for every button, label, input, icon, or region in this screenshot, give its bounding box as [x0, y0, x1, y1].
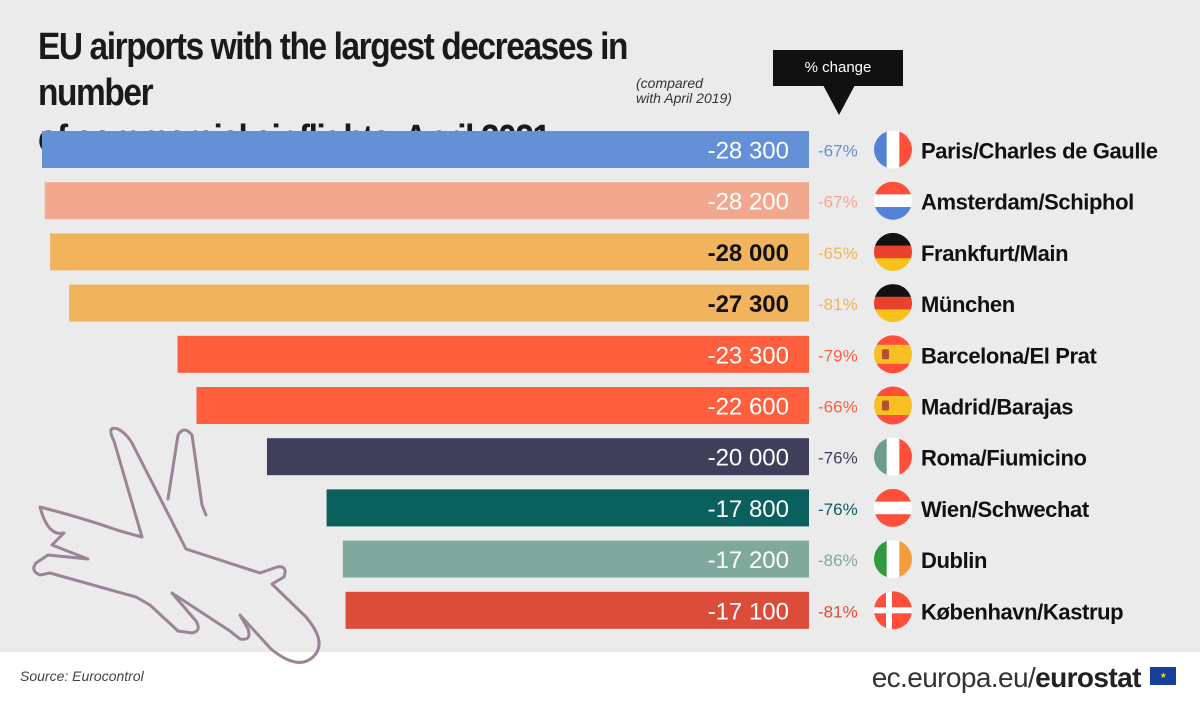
denmark-flag-icon — [874, 591, 912, 630]
bar-8 — [342, 540, 809, 578]
pct-label-2: -65% — [818, 244, 858, 263]
netherlands-flag-icon — [874, 181, 912, 220]
category-label-1: Amsterdam/Schiphol — [921, 190, 1134, 215]
category-label-6: Roma/Fiumicino — [921, 446, 1087, 471]
eu-flag-icon: ★ — [1150, 667, 1176, 685]
pct-label-6: -76% — [818, 449, 858, 468]
site-url: ec.europa.eu/ — [871, 662, 1036, 693]
germany-flag-icon — [874, 232, 912, 271]
category-label-2: Frankfurt/Main — [921, 241, 1068, 266]
pct-label-7: -76% — [818, 500, 858, 519]
pct-label-4: -79% — [818, 346, 858, 365]
value-label-6: -20 000 — [708, 445, 789, 472]
category-label-8: Dublin — [921, 548, 987, 573]
eurostat-brand[interactable]: ec.europa.eu/eurostat ★ — [872, 663, 1176, 693]
pct-label-3: -81% — [818, 295, 858, 314]
italy-flag-icon — [874, 437, 912, 476]
category-label-4: Barcelona/El Prat — [921, 343, 1097, 368]
bar-7 — [326, 489, 809, 527]
bar-4 — [177, 335, 809, 373]
category-label-0: Paris/Charles de Gaulle — [921, 139, 1158, 164]
value-label-2: -28 000 — [708, 240, 789, 267]
source-note: Source: Eurocontrol — [20, 668, 144, 684]
value-label-0: -28 300 — [708, 138, 789, 165]
spain-flag-icon — [874, 335, 912, 374]
pct-label-8: -86% — [818, 551, 858, 570]
value-label-5: -22 600 — [708, 394, 789, 421]
category-label-3: München — [921, 292, 1015, 317]
value-label-4: -23 300 — [708, 342, 789, 369]
category-label-5: Madrid/Barajas — [921, 395, 1073, 420]
comparison-note: (compared with April 2019) — [636, 76, 786, 106]
value-label-7: -17 800 — [708, 496, 789, 523]
spain-flag-icon — [874, 386, 912, 425]
comparison-note-line2: with April 2019) — [636, 90, 732, 106]
pct-change-pointer — [823, 85, 855, 115]
pct-label-1: -67% — [818, 193, 858, 212]
bar-2 — [50, 233, 810, 271]
bar-chart: -28 300 -67% Paris/Charles de Gaulle -28 20… — [42, 130, 1158, 630]
category-label-9: København/Kastrup — [921, 599, 1123, 624]
airplane-icon — [32, 426, 321, 664]
eu-flag-stars: ★ — [1159, 671, 1167, 680]
bar-6 — [266, 438, 809, 476]
chart-title-line1: EU airports with the largest decreases i… — [38, 26, 628, 114]
france-flag-icon — [874, 130, 912, 169]
bar-0 — [42, 131, 809, 168]
ireland-flag-icon — [874, 540, 912, 579]
bar-1 — [44, 182, 809, 220]
germany-flag-icon — [874, 284, 912, 323]
pct-change-header: % change — [773, 50, 903, 86]
pct-label-5: -66% — [818, 398, 858, 417]
bar-5 — [196, 387, 809, 424]
bar-9 — [345, 591, 809, 629]
austria-flag-icon — [874, 488, 912, 527]
value-label-3: -27 300 — [708, 291, 789, 318]
pct-label-9: -81% — [818, 602, 858, 621]
category-label-7: Wien/Schwechat — [921, 497, 1090, 522]
value-label-9: -17 100 — [708, 598, 789, 625]
brand-name: eurostat — [1035, 662, 1141, 693]
pct-label-0: -67% — [818, 142, 858, 161]
comparison-note-line1: (compared — [636, 75, 703, 91]
value-label-8: -17 200 — [708, 547, 789, 574]
bar-3 — [69, 284, 809, 322]
value-label-1: -28 200 — [708, 189, 789, 216]
